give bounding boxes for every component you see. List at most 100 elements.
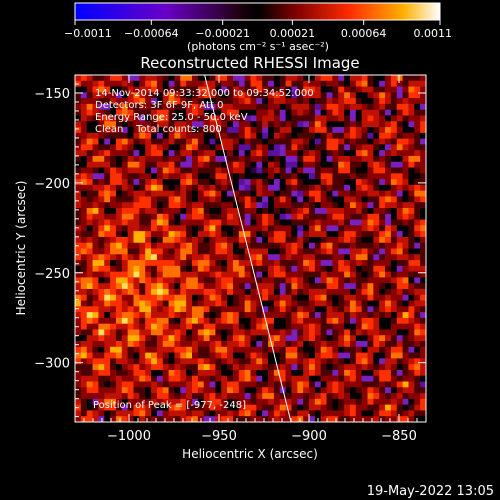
heatmap-cell xyxy=(168,127,175,134)
heatmap-cell xyxy=(221,265,228,272)
heatmap-cell xyxy=(192,138,199,145)
heatmap-cell xyxy=(373,92,380,99)
heatmap-cell xyxy=(256,231,263,238)
heatmap-cell xyxy=(297,155,304,163)
heatmap-cell xyxy=(162,410,169,417)
heatmap-cell xyxy=(203,161,210,168)
heatmap-cell xyxy=(297,190,304,197)
heatmap-cell xyxy=(396,213,403,220)
heatmap-cell xyxy=(180,109,187,116)
heatmap-cell xyxy=(227,341,234,348)
heatmap-cell xyxy=(174,103,181,110)
heatmap-cell xyxy=(203,404,210,411)
heatmap-cell xyxy=(344,300,351,307)
heatmap-cell xyxy=(320,155,327,163)
heatmap-cell xyxy=(139,161,146,168)
heatmap-cell xyxy=(326,364,333,371)
heatmap-cell xyxy=(174,375,181,382)
heatmap-cell xyxy=(121,103,128,110)
heatmap-cell xyxy=(197,300,204,307)
heatmap-cell xyxy=(402,306,409,313)
heatmap-cell xyxy=(332,208,339,215)
heatmap-cell xyxy=(227,283,234,290)
heatmap-cell xyxy=(338,317,345,324)
heatmap-cell xyxy=(209,265,216,272)
heatmap-cell xyxy=(232,398,240,405)
heatmap-cell xyxy=(127,317,134,324)
heatmap-cell xyxy=(250,190,257,197)
heatmap-cell xyxy=(86,121,93,128)
heatmap-cell xyxy=(250,225,257,232)
heatmap-cell xyxy=(355,184,362,191)
heatmap-cell xyxy=(115,294,123,301)
heatmap-cell xyxy=(209,364,216,371)
heatmap-cell xyxy=(279,184,286,191)
heatmap-cell xyxy=(145,300,152,307)
heatmap-cell xyxy=(349,242,357,249)
heatmap-cell xyxy=(279,277,286,284)
heatmap-cell xyxy=(390,416,398,422)
heatmap-cell xyxy=(174,161,181,168)
heatmap-cell xyxy=(338,260,345,267)
heatmap-cell xyxy=(151,213,158,220)
heatmap-cell xyxy=(174,416,181,422)
heatmap-cell xyxy=(133,208,140,215)
heatmap-cell xyxy=(262,92,269,99)
heatmap-cell xyxy=(127,236,134,244)
heatmap-cell xyxy=(385,121,392,128)
heatmap-cell xyxy=(297,358,304,365)
heatmap-cell xyxy=(273,92,281,99)
heatmap-cell xyxy=(215,196,222,203)
heatmap-cell xyxy=(192,173,199,180)
heatmap-cell xyxy=(390,161,398,168)
heatmap-cell xyxy=(115,179,123,186)
heatmap-cell xyxy=(402,161,409,168)
heatmap-cell xyxy=(373,150,380,157)
heatmap-cell xyxy=(180,277,187,284)
heatmap-cell xyxy=(262,115,269,122)
heatmap-cell xyxy=(92,416,99,422)
heatmap-cell xyxy=(262,294,269,301)
heatmap-cell xyxy=(221,294,228,301)
heatmap-cell xyxy=(115,306,123,313)
heatmap-cell xyxy=(402,364,409,371)
heatmap-cell xyxy=(232,150,240,157)
heatmap-cell xyxy=(408,242,415,249)
heatmap-cell xyxy=(256,80,263,87)
heatmap-cell xyxy=(373,300,380,307)
heatmap-cell xyxy=(151,317,158,324)
heatmap-cell xyxy=(385,144,392,151)
heatmap-cell xyxy=(174,213,181,220)
heatmap-cell xyxy=(338,283,345,290)
heatmap-cell xyxy=(151,242,158,249)
heatmap-cell xyxy=(279,335,286,342)
heatmap-cell xyxy=(92,144,99,151)
heatmap-cell xyxy=(420,109,426,116)
heatmap-cell xyxy=(244,329,251,336)
heatmap-cell xyxy=(139,184,146,191)
heatmap-cell xyxy=(215,103,222,110)
heatmap-cell xyxy=(110,387,117,394)
heatmap-cell xyxy=(162,398,169,405)
heatmap-cell xyxy=(250,364,257,371)
heatmap-cell xyxy=(262,103,269,110)
heatmap-cell xyxy=(104,202,111,209)
heatmap-cell xyxy=(279,202,286,209)
heatmap-cell xyxy=(367,161,374,168)
heatmap-cell xyxy=(396,80,403,87)
heatmap-cell xyxy=(355,138,362,145)
heatmap-cell xyxy=(402,283,409,290)
heatmap-cell xyxy=(192,283,199,290)
heatmap-cell xyxy=(332,242,339,249)
heatmap-cell xyxy=(186,202,193,209)
heatmap-cell xyxy=(279,410,286,417)
heatmap-cell xyxy=(285,398,292,405)
heatmap-cell xyxy=(303,341,310,348)
heatmap-cell xyxy=(297,80,304,87)
heatmap-cell xyxy=(402,144,409,151)
heatmap-cell xyxy=(297,231,304,238)
heatmap-cell xyxy=(344,364,351,371)
heatmap-cell xyxy=(145,312,152,319)
heatmap-cell xyxy=(355,103,362,110)
heatmap-cell xyxy=(244,219,251,226)
